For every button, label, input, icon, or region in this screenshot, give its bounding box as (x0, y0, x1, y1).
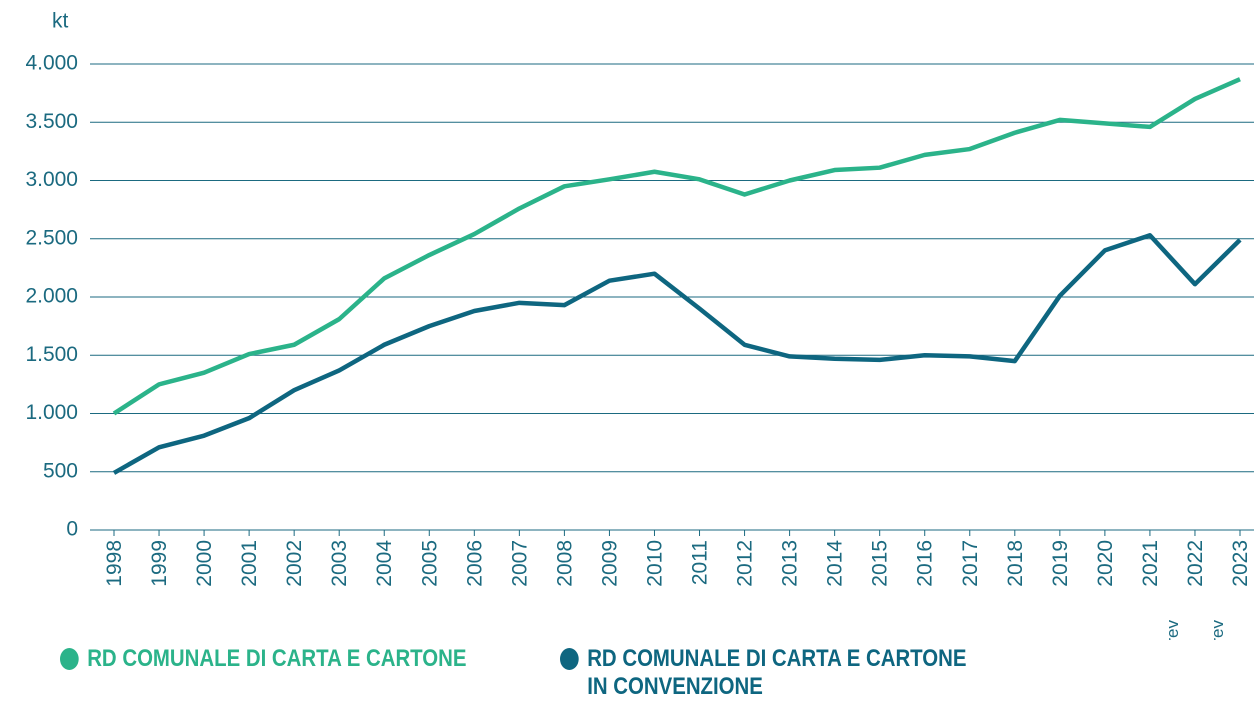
x-tick-label: 2020 (1094, 540, 1117, 587)
x-tick-label: 2005 (418, 540, 441, 587)
x-tick-label: 2001 (238, 540, 261, 587)
legend-swatch (60, 648, 79, 670)
y-tick-label: 4.000 (25, 52, 78, 75)
y-tick-label: 1.500 (25, 343, 78, 366)
x-tick-label: 2013 (779, 540, 802, 587)
legend-label: RD COMUNALE DI CARTA E CARTONE (87, 645, 467, 672)
line-series (112, 77, 1241, 416)
x-tick-label: 2018 (1004, 540, 1027, 587)
y-tick-label: 3.500 (25, 110, 78, 133)
x-tick-label: 2002 (283, 540, 306, 587)
y-tick-label: 2.500 (25, 226, 78, 249)
x-tick-label: 2022prev (1163, 540, 1207, 640)
x-tick-label: 2010 (643, 540, 666, 587)
x-tick-label: 2006 (463, 540, 486, 587)
x-tick-label: 2015 (869, 540, 892, 587)
x-tick-label: 1998 (103, 540, 126, 587)
x-tick-label: 2021 (1139, 540, 1162, 587)
x-tick-label: 2009 (598, 540, 621, 587)
legend-label: RD COMUNALE DI CARTA E CARTONE IN CONVEN… (587, 645, 967, 700)
line-series (112, 233, 1242, 475)
x-tick-label: 2011 (689, 540, 712, 585)
x-tick-label: 2004 (373, 540, 396, 587)
x-tick-label: 2003 (328, 540, 351, 587)
x-tick-label: 2008 (553, 540, 576, 587)
legend-swatch (560, 648, 579, 670)
x-tick-label: 2014 (824, 540, 847, 587)
x-tick-label: 2016 (914, 540, 937, 587)
chart: kt 0 500 1.000 1.500 2.000 2.500 3.000 3.500 4.0… (25, 10, 1254, 640)
y-tick-label: 0 (66, 518, 78, 541)
y-tick-label: 500 (43, 459, 78, 482)
x-tick-label: 2007 (508, 540, 531, 587)
x-tick-label: 2012 (734, 540, 757, 587)
x-tick-label: 2000 (193, 540, 216, 587)
legend-item: RD COMUNALE DI CARTA E CARTONE IN CONVEN… (560, 645, 970, 701)
x-tick-label: 2017 (959, 540, 982, 587)
y-axis-label: kt (52, 10, 69, 33)
x-tick-label: 2023prev (1208, 540, 1252, 640)
x-tick-label: 1999 (148, 540, 171, 587)
y-tick-label: 3.000 (25, 168, 78, 191)
y-tick-label: 1.000 (25, 401, 78, 424)
legend-item: RD COMUNALE DI CARTA E CARTONE (60, 645, 495, 673)
y-tick-label: 2.000 (25, 285, 78, 308)
x-tick-label: 2019 (1049, 540, 1072, 587)
